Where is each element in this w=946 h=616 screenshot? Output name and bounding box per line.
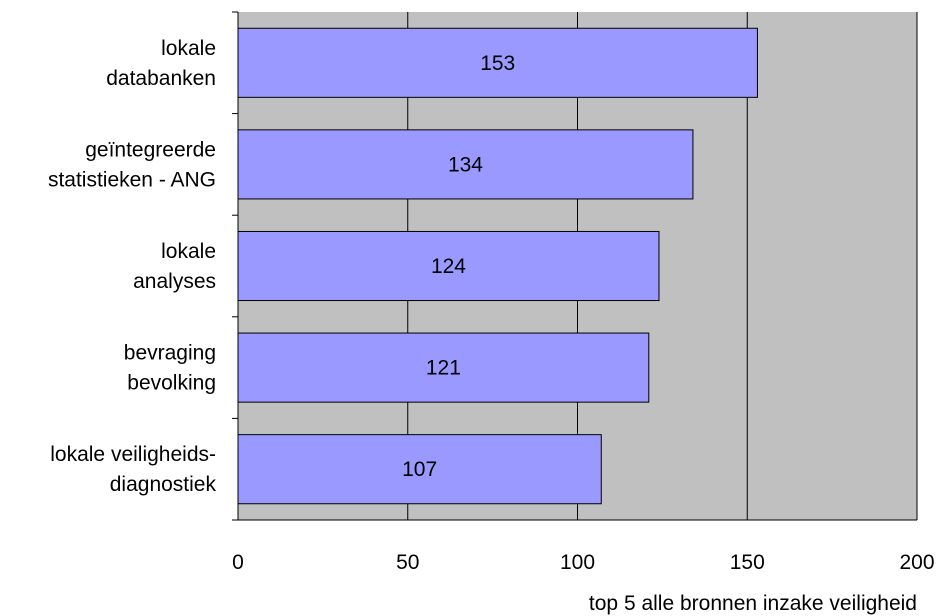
data-label: 121 xyxy=(426,357,461,380)
category-label: databanken xyxy=(106,67,216,90)
category-label: analyses xyxy=(133,270,216,293)
category-label: lokale xyxy=(161,240,216,263)
x-tick-label: 0 xyxy=(232,551,244,574)
bars: 153 134 124 121 107 xyxy=(237,27,758,505)
category-label: diagnostiek xyxy=(110,473,217,496)
data-label: 124 xyxy=(431,255,466,278)
data-label: 153 xyxy=(480,52,515,75)
category-label: lokale veiligheids- xyxy=(50,443,216,466)
bar xyxy=(237,332,650,403)
bar xyxy=(237,129,694,200)
category-label: bevolking xyxy=(127,372,216,395)
bar xyxy=(237,434,602,505)
data-label: 107 xyxy=(402,458,437,481)
category-label: lokale xyxy=(161,37,216,60)
x-tick-label: 50 xyxy=(396,551,419,574)
category-label: bevraging xyxy=(124,342,216,365)
data-label: 134 xyxy=(448,153,483,176)
category-label: geïntegreerde xyxy=(85,138,216,161)
bar xyxy=(237,230,660,302)
axes xyxy=(232,11,917,521)
x-axis-label: top 5 alle bronnen inzake veiligheid xyxy=(589,592,917,615)
category-label: statistieken - ANG xyxy=(48,168,216,191)
x-tick-labels: 0 50 100 150 200 xyxy=(232,551,934,574)
x-tick-label: 200 xyxy=(899,551,934,574)
x-tick-label: 150 xyxy=(730,551,765,574)
category-labels: lokale databanken geïntegreerde statistieke… xyxy=(48,37,217,496)
x-tick-label: 100 xyxy=(560,551,595,574)
